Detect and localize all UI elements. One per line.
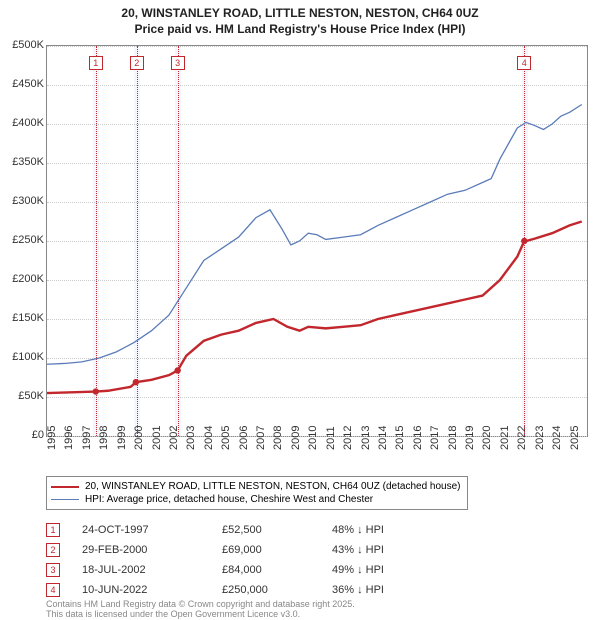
y-axis-label: £150K: [12, 312, 44, 324]
series-point: [133, 379, 139, 385]
legend-swatch: [51, 499, 79, 500]
table-row: 4 10-JUN-2022£250,00036% ↓ HPI: [46, 580, 442, 600]
legend-label: 20, WINSTANLEY ROAD, LITTLE NESTON, NEST…: [85, 481, 461, 492]
marker-flag: 2: [130, 56, 144, 70]
legend-swatch: [51, 486, 79, 488]
chart-container: 20, WINSTANLEY ROAD, LITTLE NESTON, NEST…: [0, 0, 600, 620]
table-date: 18-JUL-2002: [82, 564, 222, 576]
y-axis-label: £500K: [12, 39, 44, 51]
table-date: 24-OCT-1997: [82, 524, 222, 536]
table-price: £84,000: [222, 564, 332, 576]
legend-item: HPI: Average price, detached house, Ches…: [51, 493, 461, 506]
series-point: [174, 367, 180, 373]
line-layer: [47, 46, 587, 436]
series-line: [47, 105, 582, 365]
table-price: £250,000: [222, 584, 332, 596]
marker-flag: 4: [517, 56, 531, 70]
table-marker-box: 1: [46, 523, 60, 537]
series-line: [47, 222, 582, 394]
table-price: £52,500: [222, 524, 332, 536]
table-row: 1 24-OCT-1997£52,50048% ↓ HPI: [46, 520, 442, 540]
y-axis-label: £50K: [18, 390, 44, 402]
y-axis-label: £200K: [12, 273, 44, 285]
legend-label: HPI: Average price, detached house, Ches…: [85, 494, 373, 505]
series-point: [521, 238, 527, 244]
title-line-2: Price paid vs. HM Land Registry's House …: [135, 22, 466, 36]
y-axis-label: £400K: [12, 117, 44, 129]
marker-table: 1 24-OCT-1997£52,50048% ↓ HPI 2 29-FEB-2000…: [46, 520, 442, 600]
y-axis-label: £350K: [12, 156, 44, 168]
plot-area: 1 2 3 4: [46, 45, 588, 437]
table-row: 3 18-JUL-2002£84,00049% ↓ HPI: [46, 560, 442, 580]
table-marker-box: 2: [46, 543, 60, 557]
table-date: 29-FEB-2000: [82, 544, 222, 556]
y-axis-label: £0: [32, 429, 44, 441]
table-pct: 49% ↓ HPI: [332, 564, 442, 576]
footer-line-2: This data is licensed under the Open Gov…: [46, 609, 300, 619]
table-marker-box: 4: [46, 583, 60, 597]
table-price: £69,000: [222, 544, 332, 556]
series-point: [93, 388, 99, 394]
table-marker-box: 3: [46, 563, 60, 577]
y-axis-label: £250K: [12, 234, 44, 246]
legend: 20, WINSTANLEY ROAD, LITTLE NESTON, NEST…: [46, 476, 468, 510]
y-axis-label: £450K: [12, 78, 44, 90]
footer-attribution: Contains HM Land Registry data © Crown c…: [46, 600, 355, 620]
y-axis-label: £100K: [12, 351, 44, 363]
footer-line-1: Contains HM Land Registry data © Crown c…: [46, 599, 355, 609]
title-line-1: 20, WINSTANLEY ROAD, LITTLE NESTON, NEST…: [121, 6, 478, 20]
table-pct: 36% ↓ HPI: [332, 584, 442, 596]
table-date: 10-JUN-2022: [82, 584, 222, 596]
legend-item: 20, WINSTANLEY ROAD, LITTLE NESTON, NEST…: [51, 480, 461, 493]
y-axis-label: £300K: [12, 195, 44, 207]
table-pct: 48% ↓ HPI: [332, 524, 442, 536]
table-pct: 43% ↓ HPI: [332, 544, 442, 556]
table-row: 2 29-FEB-2000£69,00043% ↓ HPI: [46, 540, 442, 560]
marker-flag: 3: [171, 56, 185, 70]
chart-title: 20, WINSTANLEY ROAD, LITTLE NESTON, NEST…: [0, 0, 600, 37]
marker-flag: 1: [89, 56, 103, 70]
